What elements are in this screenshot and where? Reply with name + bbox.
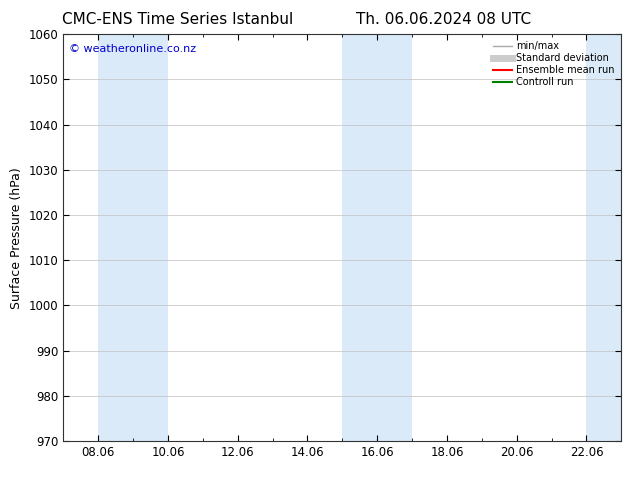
Bar	[98, 34, 133, 441]
Text: Th. 06.06.2024 08 UTC: Th. 06.06.2024 08 UTC	[356, 12, 531, 27]
Bar	[133, 34, 168, 441]
Bar	[586, 34, 621, 441]
Y-axis label: Surface Pressure (hPa): Surface Pressure (hPa)	[10, 167, 23, 309]
Bar	[377, 34, 412, 441]
Bar	[342, 34, 377, 441]
Legend: min/max, Standard deviation, Ensemble mean run, Controll run: min/max, Standard deviation, Ensemble me…	[489, 37, 618, 91]
Text: © weatheronline.co.nz: © weatheronline.co.nz	[69, 45, 196, 54]
Text: CMC-ENS Time Series Istanbul: CMC-ENS Time Series Istanbul	[62, 12, 293, 27]
